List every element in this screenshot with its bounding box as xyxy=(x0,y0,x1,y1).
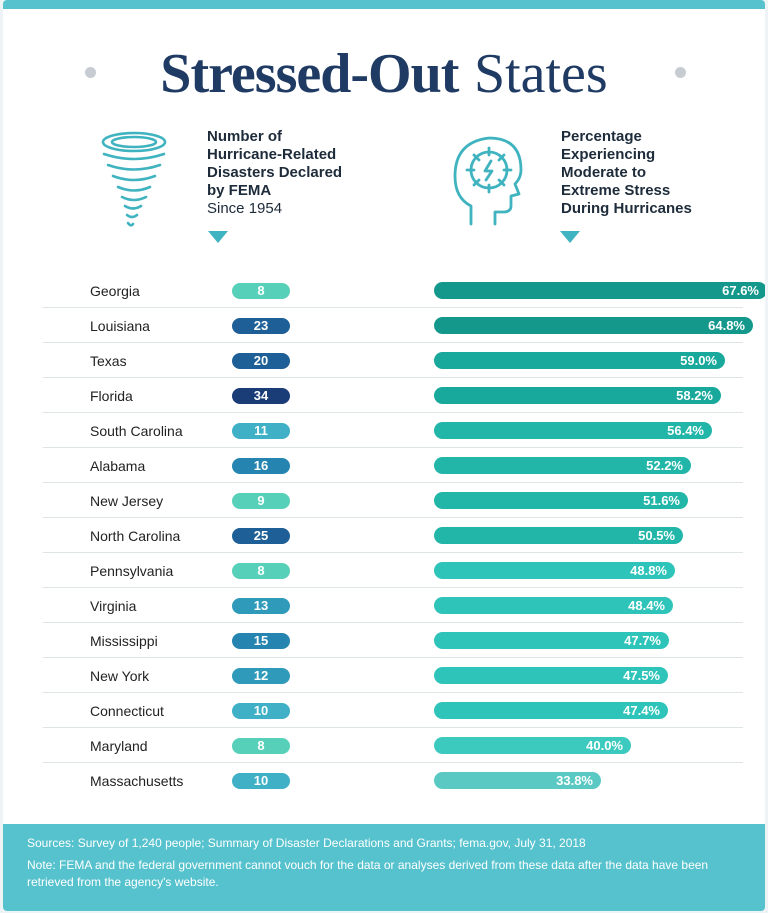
state-label: Texas xyxy=(90,353,127,369)
disaster-count-pill: 25 xyxy=(232,528,290,544)
left-header-arrow xyxy=(208,231,228,243)
state-label: Louisiana xyxy=(90,318,150,334)
left-header-line-2: Hurricane-Related xyxy=(207,146,337,163)
left-header-line-3: Disasters Declared xyxy=(207,164,343,181)
state-label: Virginia xyxy=(90,598,137,614)
state-label: Florida xyxy=(90,388,133,404)
disaster-count-pill: 11 xyxy=(232,423,290,439)
disaster-count-pill: 16 xyxy=(232,458,290,474)
stress-percentage-bar: 58.2% xyxy=(434,387,721,404)
state-label: Georgia xyxy=(90,283,140,299)
table-row: Alabama 16 52.2% xyxy=(43,448,743,483)
state-label: Alabama xyxy=(90,458,146,474)
title-left-dot xyxy=(85,67,96,78)
table-row: Mississippi 15 47.7% xyxy=(43,623,743,658)
disaster-count-pill: 8 xyxy=(232,738,290,754)
table-row: North Carolina 25 50.5% xyxy=(43,518,743,553)
left-header-line-1: Number of xyxy=(207,128,282,145)
data-table: Georgia 8 67.6% Louisiana 23 64.8% Texas 20 59.0… xyxy=(43,273,765,798)
right-header-line-3: Moderate to xyxy=(561,164,647,181)
state-label: Maryland xyxy=(90,738,148,754)
disaster-count-pill: 10 xyxy=(232,773,290,789)
title-regular: States xyxy=(473,43,608,105)
disaster-count-pill: 8 xyxy=(232,283,290,299)
stress-percentage-bar: 33.8% xyxy=(434,772,601,789)
right-header-line-1: Percentage xyxy=(561,128,642,145)
table-row: Virginia 13 48.4% xyxy=(43,588,743,623)
table-row: Pennsylvania 8 48.8% xyxy=(43,553,743,588)
infographic-card: Stressed-Out States Number of Hurricane-… xyxy=(3,0,765,911)
disaster-count-pill: 9 xyxy=(232,493,290,509)
stress-percentage-bar: 48.4% xyxy=(434,597,673,614)
table-row: Massachusetts 10 33.8% xyxy=(43,763,743,798)
stress-percentage-bar: 48.8% xyxy=(434,562,675,579)
state-label: Connecticut xyxy=(90,703,164,719)
table-row: Connecticut 10 47.4% xyxy=(43,693,743,728)
stressed-head-icon xyxy=(453,136,523,226)
table-row: South Carolina 11 56.4% xyxy=(43,413,743,448)
left-column-header: Number of Hurricane-Related Disasters De… xyxy=(207,128,342,218)
top-accent-bar xyxy=(3,0,765,9)
tornado-icon xyxy=(101,131,167,227)
stress-percentage-bar: 52.2% xyxy=(434,457,691,474)
state-label: Pennsylvania xyxy=(90,563,174,579)
disaster-count-pill: 15 xyxy=(232,633,290,649)
disaster-count-pill: 23 xyxy=(232,318,290,334)
stress-percentage-bar: 64.8% xyxy=(434,317,753,334)
state-label: New Jersey xyxy=(90,493,164,509)
stress-percentage-bar: 51.6% xyxy=(434,492,688,509)
footer-note: Note: FEMA and the federal government ca… xyxy=(27,858,709,889)
left-header-line-5: Since 1954 xyxy=(207,200,283,217)
stress-percentage-bar: 40.0% xyxy=(434,737,631,754)
page-title: Stressed-Out States xyxy=(3,38,765,109)
footer: Sources: Survey of 1,240 people; Summary… xyxy=(3,824,765,911)
disaster-count-pill: 12 xyxy=(232,668,290,684)
stress-percentage-bar: 50.5% xyxy=(434,527,683,544)
right-header-line-5: During Hurricanes xyxy=(561,200,692,217)
right-header-arrow xyxy=(560,231,580,243)
state-label: North Carolina xyxy=(90,528,181,544)
stress-percentage-bar: 47.5% xyxy=(434,667,668,684)
footer-sources: Sources: Survey of 1,240 people; Summary… xyxy=(27,836,586,850)
table-row: New York 12 47.5% xyxy=(43,658,743,693)
title-bold: Stressed-Out xyxy=(160,43,459,105)
state-label: Massachusetts xyxy=(90,773,184,789)
state-label: Mississippi xyxy=(90,633,158,649)
left-header-line-4: by FEMA xyxy=(207,182,272,199)
state-label: South Carolina xyxy=(90,423,183,439)
disaster-count-pill: 34 xyxy=(232,388,290,404)
table-row: Louisiana 23 64.8% xyxy=(43,308,753,343)
table-row: New Jersey 9 51.6% xyxy=(43,483,743,518)
table-row: Georgia 8 67.6% xyxy=(43,273,765,308)
stress-percentage-bar: 59.0% xyxy=(434,352,725,369)
disaster-count-pill: 10 xyxy=(232,703,290,719)
right-header-line-4: Extreme Stress xyxy=(561,182,671,199)
stress-percentage-bar: 47.7% xyxy=(434,632,669,649)
title-right-dot xyxy=(675,67,686,78)
table-row: Florida 34 58.2% xyxy=(43,378,743,413)
table-row: Texas 20 59.0% xyxy=(43,343,743,378)
disaster-count-pill: 8 xyxy=(232,563,290,579)
right-header-line-2: Experiencing xyxy=(561,146,656,163)
right-column-header: Percentage Experiencing Moderate to Extr… xyxy=(561,128,692,218)
disaster-count-pill: 13 xyxy=(232,598,290,614)
stress-percentage-bar: 56.4% xyxy=(434,422,712,439)
stress-percentage-bar: 47.4% xyxy=(434,702,668,719)
stress-percentage-bar: 67.6% xyxy=(434,282,765,299)
disaster-count-pill: 20 xyxy=(232,353,290,369)
state-label: New York xyxy=(90,668,150,684)
table-row: Maryland 8 40.0% xyxy=(43,728,743,763)
